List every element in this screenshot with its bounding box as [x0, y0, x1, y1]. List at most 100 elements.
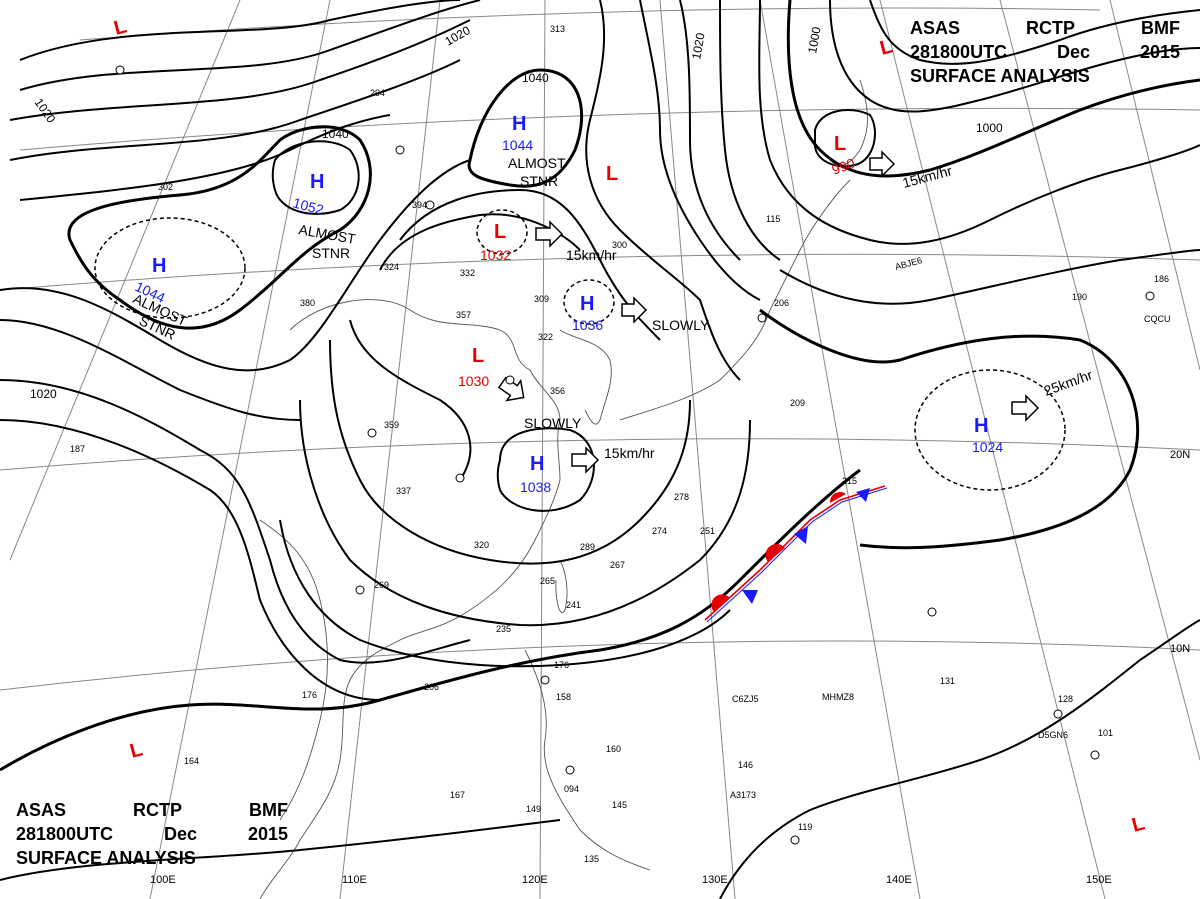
station-value: 357	[456, 310, 471, 320]
high-center-value: 1044	[502, 137, 533, 153]
station-value: 094	[564, 784, 579, 794]
station-value: 115	[766, 214, 780, 224]
station-circle	[505, 375, 515, 385]
lon-label: 120E	[522, 874, 548, 886]
station-value: 206	[424, 682, 439, 692]
station-circle	[540, 675, 550, 685]
ship-callsign: MHMZ8	[822, 692, 854, 702]
ship-callsign: D5GN6	[1038, 730, 1068, 740]
isobar-1000	[786, 0, 1200, 178]
station-circle	[367, 428, 377, 438]
low-center-value: 990	[830, 155, 858, 178]
station-circle	[115, 65, 125, 75]
isobar	[349, 319, 472, 481]
isobar-label: 1040	[522, 71, 549, 85]
warm-front-mark	[765, 544, 785, 562]
header-time: 281800UTC	[910, 42, 1008, 62]
header-title: SURFACE ANALYSIS	[910, 66, 1090, 86]
isobar	[719, 0, 781, 261]
station-value: 190	[1072, 292, 1087, 302]
low-center-letter: L	[112, 15, 129, 39]
isobar	[299, 399, 751, 627]
arrow-icon	[571, 446, 600, 474]
station-value: 101	[1098, 728, 1113, 738]
isobar-1020-south	[0, 468, 861, 772]
parallel-40n	[19, 107, 1200, 151]
parallel-20n	[0, 438, 1200, 471]
high-center-value: 1024	[972, 439, 1003, 455]
arrow-icon	[535, 220, 564, 248]
low-center-letter: L	[834, 133, 846, 155]
isobar	[639, 0, 761, 301]
isobar	[0, 159, 471, 372]
station-value: 294	[370, 88, 385, 98]
station-circle	[455, 473, 465, 483]
arrow-icon	[869, 150, 896, 178]
header-title: SURFACE ANALYSIS	[16, 848, 196, 868]
header-station: RCTP	[133, 800, 182, 820]
station-value: 164	[184, 756, 199, 766]
header-month: Dec	[163, 824, 198, 844]
header-bottom: ASAS RCTP BMF 281800UTC Dec 2015 SURFACE…	[16, 798, 288, 870]
station-value: 176	[302, 690, 317, 700]
isobar	[19, 0, 481, 91]
lon-label: 100E	[150, 874, 176, 886]
graticule-labels: 100E 110E 120E 130E 140E 150E 20N 10N	[150, 449, 1190, 886]
header-agency: ASAS	[16, 800, 67, 820]
high-center-letter: H	[512, 113, 526, 135]
isobar-label: 1020	[689, 31, 707, 60]
low-center-letter: L	[472, 345, 484, 367]
lon-label: 150E	[1086, 874, 1112, 886]
cold-front-mark	[742, 590, 758, 604]
station-value: 251	[700, 526, 715, 536]
dashed-ring-high-1024	[914, 369, 1066, 491]
low-center-value: 1030	[458, 373, 489, 389]
station-value: 146	[738, 760, 753, 770]
meridian-150e	[879, 0, 1106, 899]
high-center-value: 1052	[291, 194, 325, 218]
cold-front-mark	[856, 488, 870, 502]
coast-china	[259, 299, 561, 899]
isobar	[0, 419, 381, 701]
dashed-ring-low-1032	[476, 209, 528, 255]
high-center-value: 1036	[572, 317, 603, 333]
motion-label: 15km/hr	[604, 445, 655, 461]
isobar	[0, 319, 301, 421]
station-circle	[1090, 750, 1100, 760]
arrow-icon	[497, 376, 525, 402]
station-value: 269	[374, 580, 389, 590]
low-centers: L 1032 L 1030 L 990 L L L L L	[112, 15, 1147, 836]
low-center-letter: L	[606, 163, 618, 185]
isobar-label: 1020	[30, 387, 57, 401]
lon-label: 110E	[342, 874, 367, 886]
isobar	[0, 379, 471, 664]
station-value: 300	[612, 240, 627, 250]
ship-callsign: C6ZJ5	[732, 694, 759, 704]
station-circle	[1145, 291, 1155, 301]
isobar	[9, 59, 461, 161]
isobar-1040-ring	[67, 125, 372, 330]
high-center-letter: H	[152, 255, 166, 277]
front-line	[704, 485, 886, 621]
station-value: 160	[606, 744, 621, 754]
high-center-letter: H	[974, 415, 988, 437]
stationary-label-line1: ALMOST	[508, 155, 566, 171]
isobar-1038-ring	[496, 427, 595, 512]
cold-front-mark	[794, 526, 808, 544]
header-top: ASAS RCTP BMF 281800UTC Dec 2015 SURFACE…	[910, 16, 1180, 88]
motion-arrows	[497, 150, 1040, 474]
station-value: 209	[790, 398, 805, 408]
warm-front-mark	[711, 594, 730, 612]
header-time: 281800UTC	[16, 824, 114, 844]
high-center-letter: H	[530, 453, 544, 475]
meridian-110e	[339, 0, 441, 899]
dashed-contours	[94, 209, 1066, 491]
station-value: 215	[842, 476, 857, 486]
stationary-label-line2: STNR	[312, 245, 350, 261]
isobar-1000-ring	[814, 109, 876, 168]
isobar	[758, 0, 1200, 245]
front-line-blue	[706, 487, 888, 623]
coast-taiwan	[555, 559, 568, 613]
station-circle	[1053, 709, 1063, 719]
